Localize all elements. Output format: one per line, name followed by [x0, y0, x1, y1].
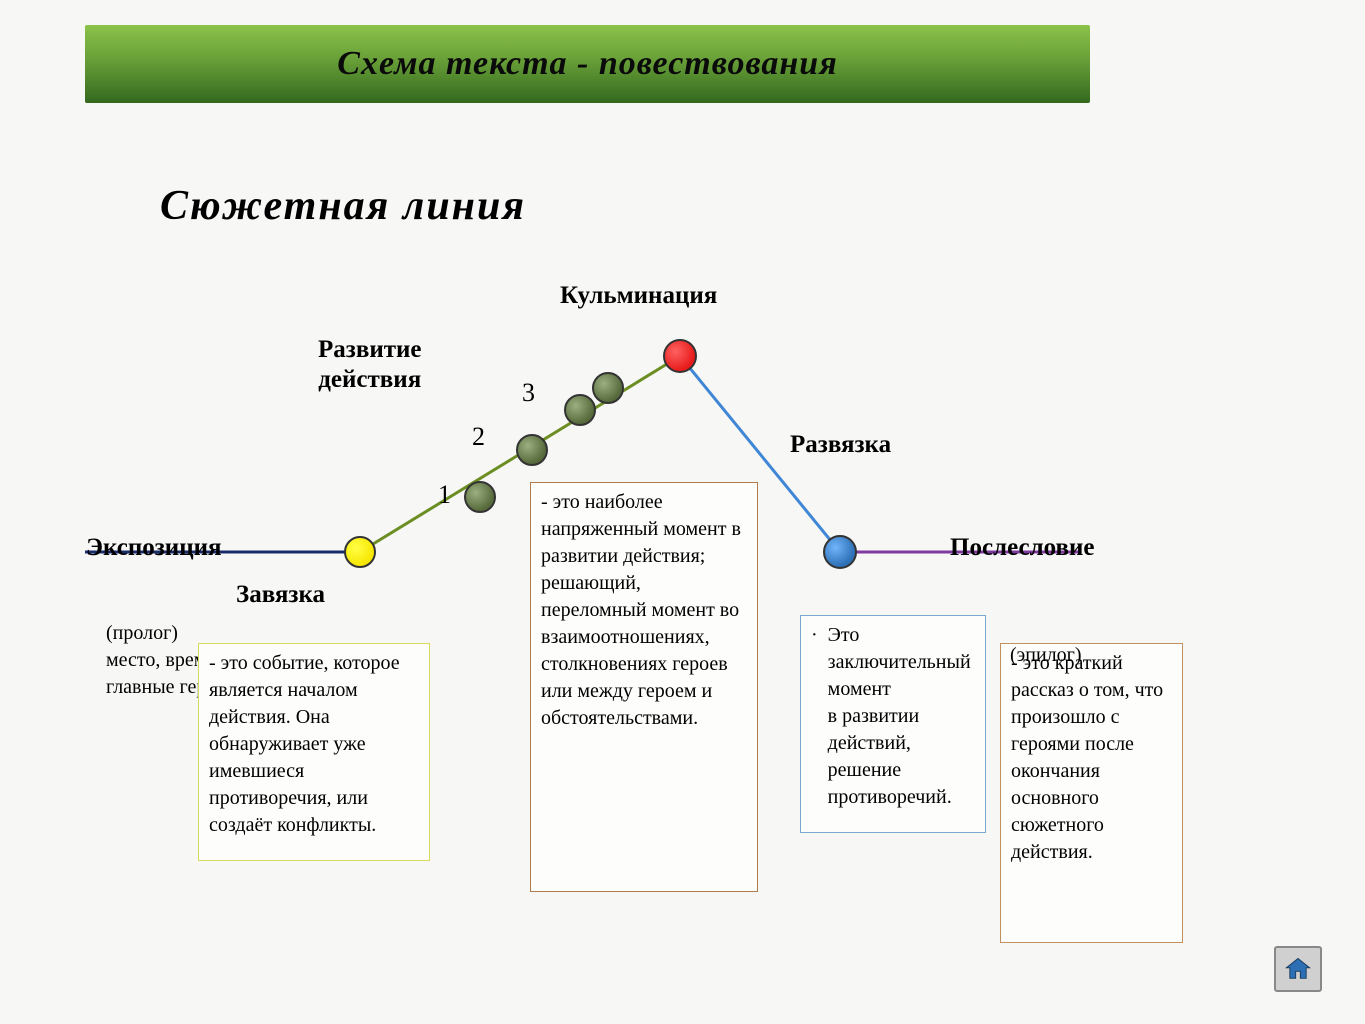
label-posleslovie: Послесловие [950, 533, 1094, 563]
node-p_dev3b [592, 372, 624, 404]
node-p_dev1 [464, 481, 496, 513]
desc-razvyazka: ·Это заключительный моментв развитии дей… [800, 615, 986, 833]
node-p_razvyazka [823, 535, 857, 569]
label-exposition: Экспозиция [86, 533, 222, 563]
label-zavyazka: Завязка [236, 580, 325, 610]
node-p_dev2 [516, 434, 548, 466]
label-razvyazka: Развязка [790, 430, 891, 460]
label-razvitie: Развитиедействия [318, 335, 422, 395]
node-p_zavyazka [344, 536, 376, 568]
label-kulminacia: Кульминация [560, 281, 717, 311]
epilog-label: (эпилог) [1010, 642, 1082, 669]
node-p_dev3a [564, 394, 596, 426]
desc-kulminacia: - это наиболее напряженный момент в разв… [530, 482, 758, 892]
home-icon [1284, 955, 1312, 983]
rising-num-1: 1 [438, 480, 451, 510]
desc-zavyazka: - это событие, которое является началом … [198, 643, 430, 861]
rising-num-2: 2 [472, 422, 485, 452]
desc-posleslovie: - это краткий рассказ о том, что произош… [1000, 643, 1183, 943]
node-p_kulm [663, 339, 697, 373]
rising-num-3: 3 [522, 378, 535, 408]
home-button[interactable] [1274, 946, 1322, 992]
